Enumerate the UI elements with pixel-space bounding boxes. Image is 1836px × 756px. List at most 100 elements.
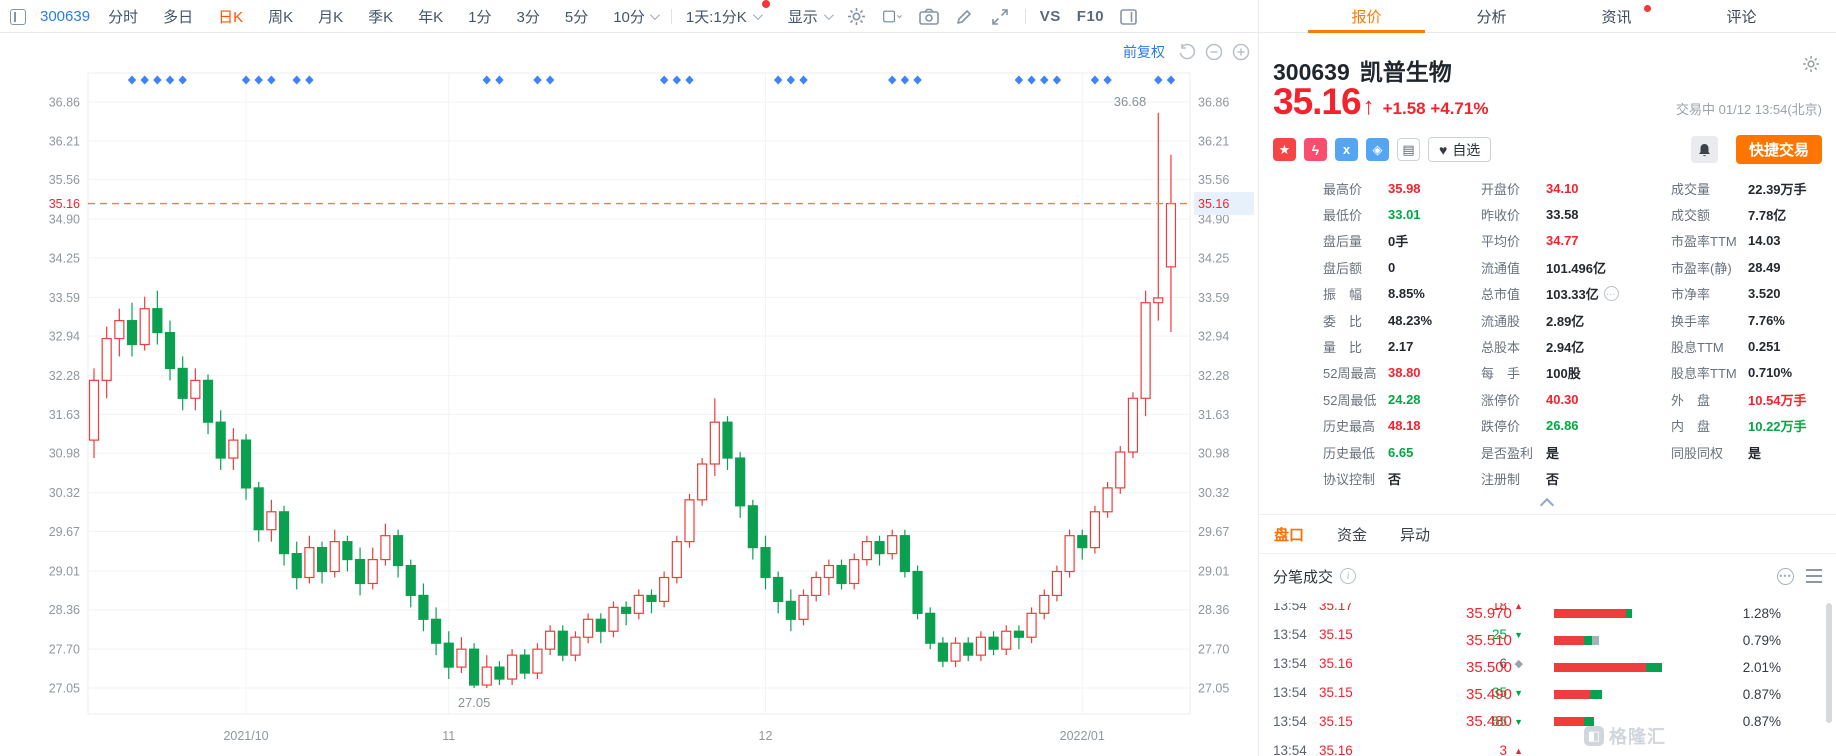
stat-row: 换手率 7.76% — [1671, 307, 1831, 333]
list-view-icon[interactable] — [1806, 569, 1822, 583]
more-options-icon[interactable]: ••• — [1777, 567, 1794, 585]
settings-gear-icon[interactable] — [847, 7, 867, 27]
stat-row: 市盈率TTM 14.03 — [1671, 228, 1831, 254]
price-level-row: 35.510 0.79% — [1466, 627, 1781, 654]
candle-body — [469, 648, 480, 686]
event-marker-icon — [482, 75, 491, 85]
stat-value: 否 — [1388, 471, 1402, 487]
tab-资讯[interactable]: 资讯 — [1554, 0, 1679, 33]
timeframe-3分[interactable]: 3分 — [516, 9, 540, 26]
timeframe-年K[interactable]: 年K — [418, 9, 444, 26]
chevron-down-icon — [649, 10, 660, 21]
tab-评论[interactable]: 评论 — [1726, 9, 1757, 26]
scrollbar[interactable] — [1826, 603, 1832, 723]
event-marker-icon — [495, 75, 504, 85]
y-tick-left: 34.25 — [49, 251, 80, 265]
event-marker-icon — [799, 75, 808, 85]
candle-body — [709, 421, 720, 465]
event-marker-icon — [786, 75, 796, 85]
timeframe-分时[interactable]: 分时 — [108, 9, 139, 26]
stat-row: 同股同权 是 — [1671, 439, 1831, 465]
add-watchlist-button[interactable]: ♥ 自选 — [1428, 137, 1492, 162]
panel-tab-盘口[interactable]: 盘口 — [1274, 526, 1305, 544]
stat-label: 流通值 — [1481, 260, 1521, 276]
panel-tab-异动[interactable]: 异动 — [1400, 526, 1431, 544]
timeframe-5分[interactable]: 5分 — [564, 9, 589, 26]
timeframe-季K[interactable]: 季K — [368, 9, 394, 26]
stat-label: 注册制 — [1481, 471, 1521, 487]
reset-undo-icon[interactable] — [1178, 43, 1196, 61]
price-level-list[interactable]: 35.970 1.28% 35.510 0.79% 35.500 2.01% 35.490 0… — [1466, 600, 1781, 756]
candle-body — [291, 552, 302, 579]
collapse-stats-chevron[interactable] — [1541, 496, 1553, 508]
forward-adjust-link[interactable]: 前复权 — [1123, 44, 1165, 60]
trade-volume: 25 — [1491, 627, 1507, 642]
candle-body — [608, 606, 619, 632]
timeframe-月K[interactable]: 月K — [318, 9, 344, 26]
candle-body — [925, 612, 936, 644]
price-change: +1.58 +4.71% — [1382, 99, 1489, 118]
zoom-in-icon[interactable] — [1232, 43, 1250, 61]
trade-direction-icon: ▼ — [1514, 716, 1523, 727]
stat-row: 成交量 22.39万手 — [1671, 175, 1831, 201]
level-volume-bar — [1554, 609, 1632, 618]
stat-row: 跌停价 26.86 — [1481, 413, 1667, 439]
trade-row: 13:54 35.16 3 ▲ — [1273, 736, 1523, 756]
fullscreen-expand-icon[interactable] — [991, 7, 1011, 27]
stat-label: 股息TTM — [1671, 340, 1724, 356]
trade-direction-icon: ▲ — [1514, 603, 1523, 611]
timeframe-1分[interactable]: 1分 — [468, 9, 492, 26]
event-marker-icon — [545, 75, 555, 85]
stat-row: 委 比 48.23% — [1323, 307, 1475, 333]
stat-label: 股息率TTM — [1671, 366, 1737, 382]
tick-trade-list[interactable]: 13:54 35.17 18 ▲ 13:54 35.15 25 ▼ 13:54 35.16 6 ◆ 13… — [1273, 603, 1523, 756]
period-dropdown[interactable]: 1天:1分K — [686, 0, 770, 27]
watchlist-label: 自选 — [1452, 141, 1481, 158]
display-dropdown-label: 显示 — [787, 9, 818, 26]
timeframe-10分[interactable]: 10分 — [613, 6, 660, 27]
trade-price: 35.16 — [1319, 656, 1353, 671]
stat-row: 盘后量 0手 — [1323, 228, 1475, 254]
low-annotation: 27.05 — [458, 695, 491, 710]
stat-value: 2.89亿 — [1546, 313, 1585, 329]
draw-pencil-icon[interactable] — [955, 7, 975, 27]
candle-body — [88, 379, 100, 441]
f10-button[interactable]: F10 — [1076, 8, 1105, 25]
quick-trade-button[interactable]: 快捷交易 — [1735, 135, 1822, 164]
candle-body — [114, 320, 125, 340]
alert-bell-button[interactable] — [1690, 136, 1718, 163]
info-icon[interactable]: i — [1340, 568, 1357, 584]
sidebar-toggle-icon[interactable] — [10, 8, 26, 25]
stat-value: 6.65 — [1388, 444, 1414, 460]
timeframe-周K[interactable]: 周K — [268, 9, 294, 26]
panel-toggle-icon[interactable] — [1120, 7, 1140, 27]
watermark: ◧ 格隆汇 — [1584, 723, 1666, 749]
zoom-out-icon[interactable] — [1205, 43, 1223, 61]
candle-body — [532, 648, 543, 674]
stat-label: 成交额 — [1671, 208, 1711, 224]
bookmark-icon[interactable]: ▤ — [1397, 138, 1420, 161]
display-dropdown[interactable]: 显示 — [787, 6, 834, 27]
level-volume-bar — [1554, 690, 1602, 699]
candlestick-chart[interactable]: 36.86 36.86 36.21 36.21 35.56 35.56 34.90 34.90… — [0, 33, 1258, 756]
current-price-left-tag: 35.16 — [49, 197, 80, 211]
label-tag-icon: ◈ — [1366, 138, 1389, 161]
event-marker-icon — [773, 75, 783, 85]
event-marker-icon — [685, 75, 694, 85]
timeframe-多日[interactable]: 多日 — [163, 9, 194, 26]
candle-body — [266, 511, 277, 531]
vs-compare-button[interactable]: VS — [1039, 8, 1061, 25]
camera-icon[interactable] — [918, 7, 939, 27]
stat-label: 市盈率(静) — [1671, 260, 1732, 276]
x-axis-label: 2022/01 — [1060, 729, 1105, 743]
stat-row: 涨停价 40.30 — [1481, 386, 1667, 412]
panel-settings-gear-icon[interactable] — [1802, 55, 1820, 78]
divider — [1259, 514, 1836, 515]
symbol-selector[interactable]: 300639 — [40, 8, 91, 25]
layout-box-dropdown[interactable] — [882, 7, 903, 27]
panel-tab-资金[interactable]: 资金 — [1337, 526, 1368, 544]
timeframe-日K[interactable]: 日K — [218, 9, 244, 26]
more-detail-icon[interactable]: … — [1603, 286, 1619, 302]
tab-分析[interactable]: 分析 — [1476, 9, 1507, 26]
tab-报价[interactable]: 报价 — [1304, 0, 1429, 33]
